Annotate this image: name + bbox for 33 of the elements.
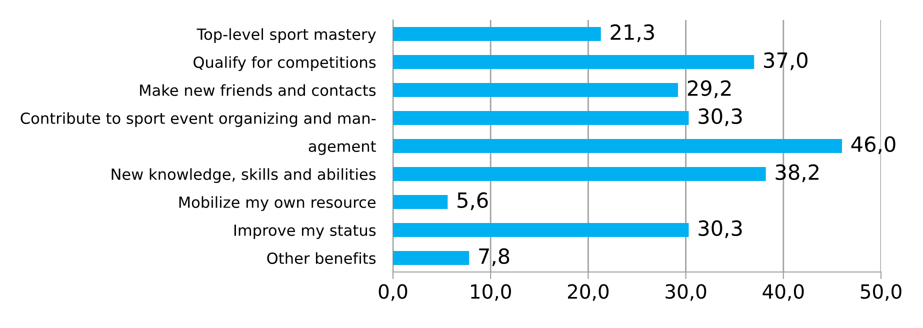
x-tick-label: 50,0 [860, 284, 902, 301]
y-tick-label: Improve my status [234, 224, 376, 239]
y-tick-label: agement [308, 141, 376, 155]
bar [393, 111, 689, 125]
data-label: 7,8 [479, 248, 510, 266]
data-label: 30,3 [698, 108, 742, 126]
y-tick-label: Make new friends and contacts [140, 84, 376, 96]
x-tick-label: 10,0 [471, 284, 511, 301]
bar [393, 251, 470, 265]
bar [393, 27, 601, 41]
data-label: 29,2 [688, 80, 731, 98]
y-tick-label: Qualify for competitions [194, 56, 376, 71]
bar [393, 167, 766, 181]
data-label: 5,6 [458, 192, 488, 210]
data-label: 30,3 [698, 220, 742, 238]
x-tick-label: 40,0 [762, 284, 804, 301]
y-tick-label: Mobilize my own resource [179, 196, 376, 211]
y-tick-label: Other benefits [267, 252, 376, 264]
data-label: 46,0 [851, 136, 896, 154]
bar [393, 195, 448, 209]
bar [393, 83, 678, 97]
bar [393, 55, 754, 69]
x-tick-label: 20,0 [568, 284, 609, 301]
y-tick-label: Contribute to sport event organizing and man- [20, 112, 376, 127]
x-tick-label: 0,0 [378, 284, 408, 301]
y-tick-label: Top-level sport mastery [196, 28, 376, 43]
bar [393, 223, 689, 237]
data-label: 21,3 [610, 24, 654, 42]
x-tick-label: 30,0 [666, 284, 706, 301]
bar [393, 139, 842, 153]
y-tick-label: New knowledge, skills and abilities [112, 168, 376, 183]
data-label: 37,0 [764, 52, 808, 70]
data-label: 38,2 [776, 164, 818, 182]
